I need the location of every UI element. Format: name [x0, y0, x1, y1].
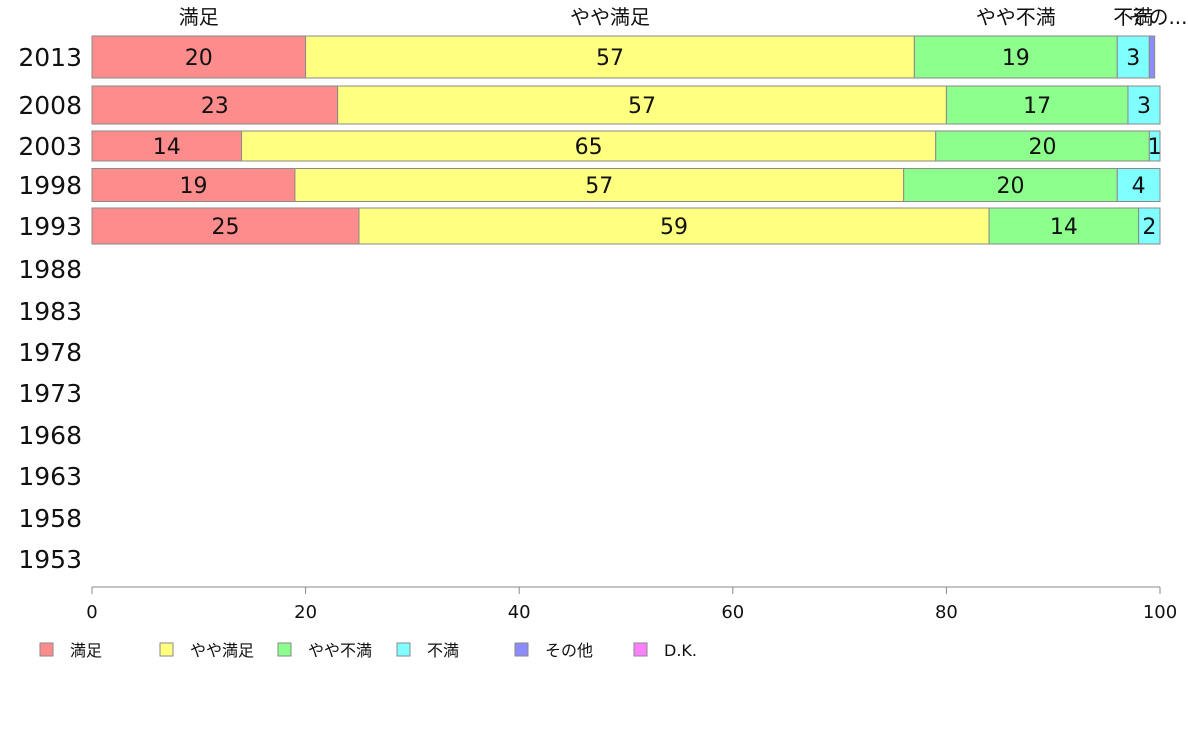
year-label-2013: 2013 [18, 43, 82, 72]
legend-label-6: D.K. [664, 641, 697, 660]
legend-swatch-2 [159, 642, 174, 657]
data-label-2013-1: 20 [185, 46, 213, 71]
data-label-2003-2: 65 [575, 135, 603, 160]
legend-swatch-6 [633, 642, 648, 657]
bar-1993-3 [988, 207, 1140, 245]
bar-2003-4 [1148, 130, 1161, 162]
bar-2008-2 [337, 85, 947, 125]
year-label-1968: 1968 [18, 421, 82, 450]
top-label-3: 不満 [1113, 5, 1153, 29]
year-label-2008: 2008 [18, 91, 82, 120]
data-label-1998-1: 19 [179, 174, 207, 199]
year-label-1963: 1963 [18, 462, 82, 491]
year-label-1958: 1958 [18, 504, 82, 533]
data-label-2003-3: 20 [1029, 135, 1057, 160]
data-label-1998-4: 4 [1132, 174, 1146, 199]
legend-swatch-1 [39, 642, 54, 657]
data-label-1993-2: 59 [660, 215, 688, 240]
legend-label-1: 満足 [70, 641, 102, 660]
data-label-1993-1: 25 [212, 215, 240, 240]
data-label-2003-4: 1 [1148, 135, 1162, 160]
data-label-1993-4: 2 [1142, 215, 1156, 240]
data-label-2008-4: 3 [1137, 94, 1151, 119]
year-label-1983: 1983 [18, 297, 82, 326]
x-tick-label-60: 60 [721, 602, 744, 623]
bar-2003-1 [91, 130, 243, 162]
bar-1993-1 [91, 207, 360, 245]
x-tick-label-20: 20 [294, 602, 317, 623]
top-label-0: 満足 [179, 5, 219, 29]
bar-1993-2 [358, 207, 990, 245]
data-label-1998-2: 57 [585, 174, 613, 199]
year-label-1973: 1973 [18, 379, 82, 408]
data-label-2008-3: 17 [1023, 94, 1051, 119]
data-label-2013-3: 19 [1002, 46, 1030, 71]
top-label-2: やや不満 [976, 5, 1056, 29]
x-tick-label-0: 0 [86, 602, 97, 623]
bar-2013-1 [91, 35, 307, 79]
data-label-2013-4: 3 [1126, 46, 1140, 71]
legend-label-4: 不満 [427, 641, 459, 660]
year-label-1953: 1953 [18, 545, 82, 574]
bar-2008-3 [945, 85, 1129, 125]
bar-2003-3 [935, 130, 1150, 162]
bar-1998-1 [91, 168, 296, 202]
bar-1993-4 [1138, 207, 1161, 245]
bar-2008-4 [1127, 85, 1161, 125]
legend-swatch-5 [514, 642, 529, 657]
data-label-1998-3: 20 [996, 174, 1024, 199]
bar-2013-3 [913, 35, 1118, 79]
year-label-1993: 1993 [18, 212, 82, 241]
bar-2013-2 [305, 35, 915, 79]
data-label-2013-2: 57 [596, 46, 624, 71]
data-label-1993-3: 14 [1050, 215, 1078, 240]
data-label-2008-1: 23 [201, 94, 229, 119]
legend-swatch-4 [396, 642, 411, 657]
bar-2008-1 [91, 85, 339, 125]
bar-1998-4 [1116, 168, 1161, 202]
data-label-2003-1: 14 [153, 135, 181, 160]
legend-label-2: やや満足 [190, 641, 254, 660]
bar-2013-4 [1116, 35, 1150, 79]
legend-label-3: やや不満 [308, 641, 372, 660]
x-tick-label-100: 100 [1143, 602, 1177, 623]
bar-2013-5 [1148, 35, 1156, 79]
top-label-1: やや満足 [570, 5, 650, 29]
data-label-2008-2: 57 [628, 94, 656, 119]
bar-1998-3 [903, 168, 1118, 202]
year-label-1978: 1978 [18, 338, 82, 367]
year-label-1988: 1988 [18, 255, 82, 284]
top-label-4: その... [1128, 5, 1187, 29]
legend-swatch-3 [277, 642, 292, 657]
year-label-2003: 2003 [18, 132, 82, 161]
year-label-1998: 1998 [18, 171, 82, 200]
x-tick-label-80: 80 [935, 602, 958, 623]
legend-label-5: その他 [545, 641, 593, 660]
x-tick-label-40: 40 [508, 602, 531, 623]
bar-2003-2 [241, 130, 937, 162]
